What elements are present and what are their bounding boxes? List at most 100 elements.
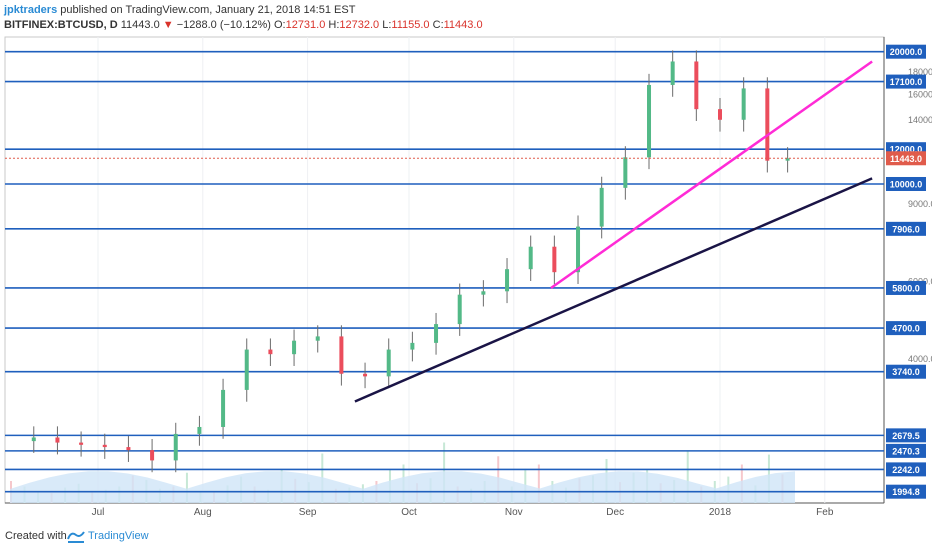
close-label: C: <box>432 19 444 31</box>
candle-body <box>694 61 699 110</box>
candle-body <box>576 226 581 273</box>
candle-body <box>126 447 131 451</box>
footer: Created with TradingView <box>0 524 932 550</box>
x-tick-label: 2018 <box>709 507 732 518</box>
candle-body <box>363 373 368 377</box>
x-tick-label: Sep <box>299 507 317 518</box>
candle-body <box>718 109 722 120</box>
high-label: H: <box>328 19 340 31</box>
level-label: 2470.3 <box>892 446 920 456</box>
candle-body <box>670 61 675 85</box>
candle-body <box>647 84 652 158</box>
candle-body <box>173 433 178 461</box>
level-label: 12000.0 <box>890 145 923 155</box>
candle-body <box>410 342 415 350</box>
volume-area <box>10 471 795 503</box>
candle-body <box>315 336 320 341</box>
low-value: 11155.0 <box>391 19 430 31</box>
level-label: 20000.0 <box>890 47 923 57</box>
candle-body <box>150 450 155 461</box>
level-label: 5800.0 <box>892 283 920 293</box>
x-tick-label: Feb <box>816 507 834 518</box>
x-tick-label: Nov <box>505 507 523 518</box>
level-label-bg <box>886 428 926 443</box>
candle-body <box>552 246 557 273</box>
level-label: 4700.0 <box>892 324 920 334</box>
candle-body <box>79 442 84 445</box>
publish-line: jpktraders published on TradingView.com,… <box>4 4 355 16</box>
candle-body <box>292 340 297 355</box>
level-label: 3740.0 <box>892 367 920 377</box>
candle-body <box>434 324 439 343</box>
volume-bar <box>185 472 188 503</box>
candle-body <box>268 349 273 355</box>
x-tick-label: Jul <box>92 507 105 518</box>
y-tick-label: 14000.0 <box>908 115 932 125</box>
candle-body <box>528 246 533 270</box>
level-label: 1994.8 <box>892 487 920 497</box>
last-price: 11443.0 <box>120 19 160 31</box>
change-value: −1288.0 (−10.12%) <box>176 19 271 31</box>
level-label-bg <box>886 443 926 458</box>
x-tick-label: Aug <box>194 507 212 518</box>
volume-bar <box>686 450 689 503</box>
candle-body <box>765 88 770 161</box>
candle-body <box>741 88 746 120</box>
candle-body <box>31 437 36 442</box>
level-label-bg <box>886 484 926 499</box>
y-tick-label: 9000.0 <box>908 199 932 209</box>
level-label: 2242.0 <box>892 465 920 475</box>
candle-body <box>599 187 604 227</box>
candle-body <box>481 291 486 295</box>
published-text: published on TradingView.com, January 21… <box>60 4 356 16</box>
candle-body <box>623 157 628 188</box>
magenta-trendline <box>550 60 873 289</box>
candle-body <box>339 336 344 374</box>
symbol-label: BITFINEX:BTCUSD, D <box>4 19 118 31</box>
current-price-label-bg <box>886 151 926 166</box>
created-with-text: Created with <box>5 530 67 542</box>
dark-trendline <box>354 177 873 403</box>
level-label-bg <box>886 44 926 59</box>
level-label-bg <box>886 321 926 336</box>
volume-bar <box>537 464 540 503</box>
x-tick-label: Dec <box>606 507 624 518</box>
level-label-bg <box>886 176 926 191</box>
level-label: 10000.0 <box>890 179 923 189</box>
y-tick-label: 16000.0 <box>908 89 932 99</box>
y-tick-label: 18000.0 <box>908 67 932 77</box>
tradingview-link[interactable]: TradingView <box>88 530 149 542</box>
publisher-name[interactable]: jpktraders <box>4 4 58 16</box>
plot-area <box>4 36 885 504</box>
level-label: 17100.0 <box>890 77 923 87</box>
candle-body <box>102 444 107 448</box>
level-label-bg <box>886 280 926 295</box>
tradingview-logo-icon <box>67 531 85 543</box>
level-label-bg <box>886 364 926 379</box>
level-label: 2679.5 <box>892 431 920 441</box>
candle-body <box>221 389 226 427</box>
current-price-label: 11443.0 <box>890 154 922 164</box>
y-tick-label: 4000.0 <box>908 354 932 364</box>
candle-body <box>785 158 790 161</box>
candle-body <box>197 426 202 434</box>
ohlc-line: BITFINEX:BTCUSD, D 11443.0 ▼ −1288.0 (−1… <box>4 19 483 31</box>
candle-body <box>457 294 462 325</box>
price-chart[interactable]: Jul Aug Sep Oct Nov Dec 2018 Feb 18000.0 16000.0 1… <box>0 34 932 524</box>
candle-body <box>505 269 510 292</box>
level-label-bg <box>886 74 926 89</box>
open-label: O: <box>273 19 286 31</box>
level-label-bg <box>886 221 926 236</box>
change-down-icon: ▼ <box>162 19 174 31</box>
close-value: 11443.0 <box>443 19 483 31</box>
level-label-bg <box>886 462 926 477</box>
open-value: 12731.0 <box>285 19 326 31</box>
candle-body <box>244 349 249 390</box>
level-label: 7906.0 <box>892 224 920 234</box>
candle-body <box>386 349 391 377</box>
candle-body <box>55 437 60 443</box>
low-label: L: <box>382 19 392 31</box>
high-value: 12732.0 <box>339 19 380 31</box>
chart-header: jpktraders published on TradingView.com,… <box>0 0 932 34</box>
x-tick-label: Oct <box>401 507 417 518</box>
